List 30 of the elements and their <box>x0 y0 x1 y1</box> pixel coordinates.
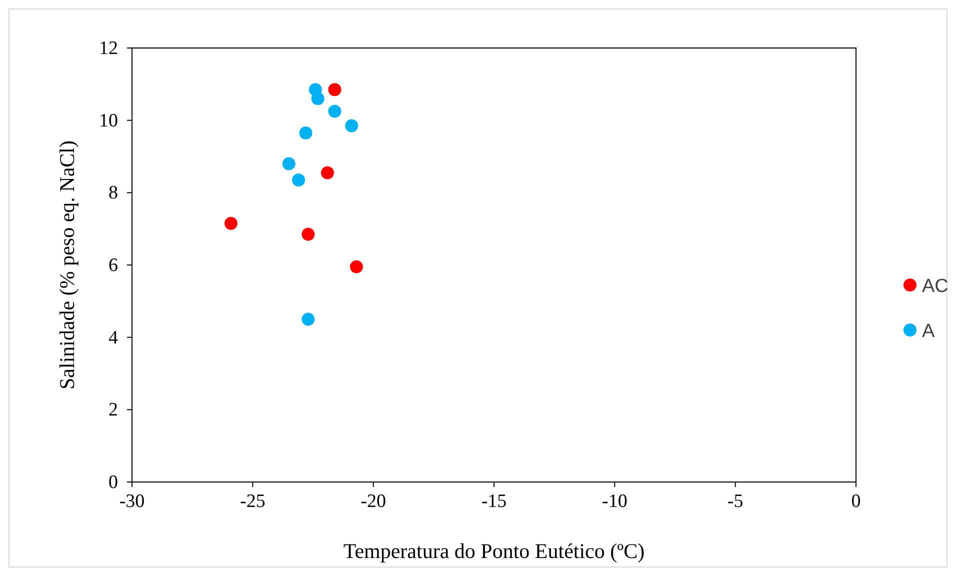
x-tick-label: -15 <box>481 491 507 512</box>
point <box>320 166 334 180</box>
y-tick-label: 2 <box>108 400 118 421</box>
x-tick-label: -25 <box>240 491 266 512</box>
y-tick-label: 12 <box>99 38 118 59</box>
x-tick-label: -30 <box>119 491 145 512</box>
point <box>292 174 306 187</box>
point <box>282 157 296 170</box>
point <box>328 104 342 118</box>
legend-label: AC <box>922 276 948 297</box>
point <box>311 92 324 106</box>
point <box>224 216 238 230</box>
y-tick-label: 6 <box>108 255 118 276</box>
x-tick-label: 0 <box>851 491 861 512</box>
legend-label: A <box>922 321 935 342</box>
y-axis-title: Salinidade (% peso eq. NaCl) <box>55 140 79 390</box>
point <box>299 126 312 140</box>
point <box>345 119 358 132</box>
x-tick-label: -10 <box>602 491 628 512</box>
y-tick-label: 0 <box>108 472 118 493</box>
y-tick-label: 10 <box>99 110 118 132</box>
point <box>302 228 315 241</box>
x-tick-label: -5 <box>727 491 744 512</box>
y-tick-label: 4 <box>108 327 118 348</box>
point <box>350 260 363 274</box>
x-axis-title: Temperatura do Ponto Eutético (ºC) <box>343 539 645 563</box>
point <box>302 312 315 326</box>
x-tick-label: -20 <box>360 491 386 512</box>
point <box>328 83 342 96</box>
y-tick-label: 8 <box>108 182 118 204</box>
